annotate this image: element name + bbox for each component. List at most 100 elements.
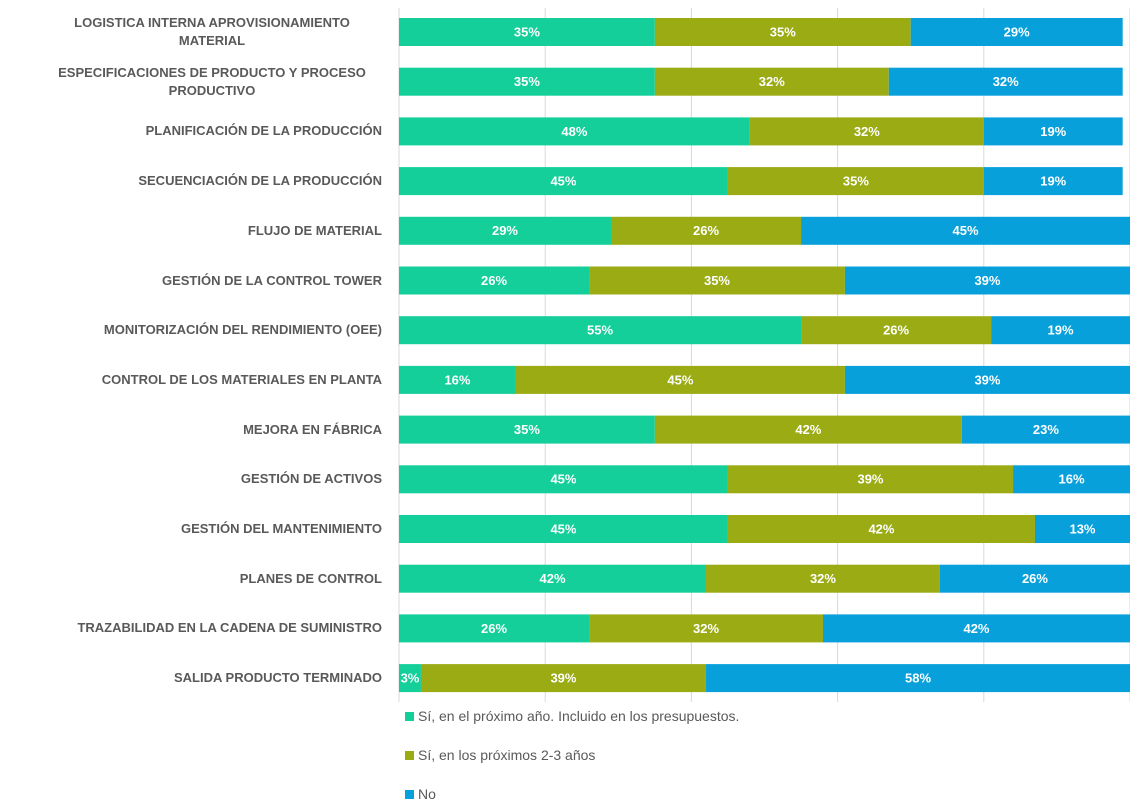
category-label: MONITORIZACIÓN DEL RENDIMIENTO (OEE) [2,308,382,352]
value-label: 45% [667,372,693,387]
category-text: GESTIÓN DE LA CONTROL TOWER [161,272,382,288]
category-label: GESTIÓN DE ACTIVOS [2,457,382,501]
bar [399,266,590,295]
legend-swatch [405,750,414,760]
value-label: 42% [539,571,565,586]
legend-text: Sí, en los próximos 2-3 años [418,747,596,763]
bar [983,167,1123,196]
value-label: 58% [905,671,931,686]
value-label: 45% [550,472,576,487]
category-text: LOGISTICA INTERNA APROVISIONAMIENTO MATE… [74,15,350,48]
bar [654,415,962,444]
value-label: 42% [795,422,821,437]
legend-text: Sí, en el próximo año. Incluido en los p… [418,708,740,724]
category-text: PLANIFICACIÓN DE LA PRODUCCIÓN [145,123,382,139]
value-label: 45% [550,521,576,536]
value-label: 35% [843,174,869,189]
category-text: GESTIÓN DEL MANTENIMIENTO [180,521,382,536]
bar [910,18,1123,46]
category-text: MEJORA EN FÁBRICA [243,421,382,437]
legend-swatch [405,789,414,799]
legend-swatch [405,711,414,721]
category-label: FLUJO DE MATERIAL [2,209,382,253]
value-label: 23% [1033,422,1059,437]
value-label: 39% [974,273,1000,288]
bar [727,167,984,196]
value-label: 19% [1040,124,1066,139]
category-text: PLANES DE CONTROL [239,570,382,586]
value-label: 32% [993,74,1019,89]
value-label: 48% [561,124,587,139]
value-label: 45% [550,174,576,189]
bar [589,266,845,295]
category-label: TRAZABILIDAD EN LA CADENA DE SUMINISTRO [2,606,382,650]
value-label: 16% [1059,472,1085,487]
bar [961,415,1130,444]
value-label: 19% [1048,323,1074,338]
value-label: 26% [481,273,507,288]
value-label: 39% [857,472,883,487]
category-text: FLUJO DE MATERIAL [247,222,382,238]
value-label: 29% [492,223,518,238]
bar [399,18,655,46]
value-label: 13% [1069,521,1095,536]
category-text: GESTIÓN DE ACTIVOS [240,471,382,487]
value-label: 42% [963,621,989,636]
value-label: 26% [883,323,909,338]
value-label: 35% [704,273,730,288]
value-label: 19% [1040,174,1066,189]
category-text: SALIDA PRODUCTO TERMINADO [174,670,382,686]
bar [399,117,750,146]
category-text: CONTROL DE LOS MATERIALES EN PLANTA [101,371,382,387]
value-label: 32% [810,571,836,586]
category-label: LOGISTICA INTERNA APROVISIONAMIENTO MATE… [2,10,382,54]
category-label: CONTROL DE LOS MATERIALES EN PLANTA [2,358,382,402]
bar [654,67,889,96]
category-text: TRAZABILIDAD EN LA CADENA DE SUMINISTRO [77,620,382,636]
value-label: 35% [770,24,796,39]
bar [654,18,911,46]
bar [589,614,823,643]
bar [399,465,728,494]
value-label: 35% [514,24,540,39]
value-label: 39% [550,671,576,686]
value-label: 32% [854,124,880,139]
bar [399,664,421,693]
bar [399,316,802,345]
bar [1034,515,1130,543]
bar [749,117,984,146]
bar [399,167,728,196]
bar [399,515,728,543]
category-label: ESPECIFICACIONES DE PRODUCTO Y PROCESO P… [2,60,382,104]
bar [888,67,1123,96]
value-label: 39% [974,372,1000,387]
value-label: 32% [759,74,785,89]
bar [399,614,590,643]
legend-item: Sí, en los próximos 2-3 años [405,747,595,763]
bar [399,564,707,593]
bar [610,216,802,245]
value-label: 55% [587,323,613,338]
bar [399,216,611,245]
bar [706,664,1130,693]
category-label: SECUENCIACIÓN DE LA PRODUCCIÓN [2,159,382,203]
bar [399,67,655,96]
value-label: 32% [693,621,719,636]
category-label: PLANES DE CONTROL [2,557,382,601]
bar [844,266,1130,295]
value-label: 26% [1022,571,1048,586]
category-text: MONITORIZACIÓN DEL RENDIMIENTO (OEE) [103,322,382,338]
bar [727,465,1014,494]
value-label: 45% [953,223,979,238]
bar [991,316,1130,345]
category-label: PLANIFICACIÓN DE LA PRODUCCIÓN [2,109,382,153]
category-label: GESTIÓN DE LA CONTROL TOWER [2,259,382,303]
bar [727,515,1035,543]
category-label: GESTIÓN DEL MANTENIMIENTO [2,507,382,551]
value-label: 35% [514,422,540,437]
bar [515,365,845,394]
value-label: 35% [514,74,540,89]
bar [1013,465,1130,494]
